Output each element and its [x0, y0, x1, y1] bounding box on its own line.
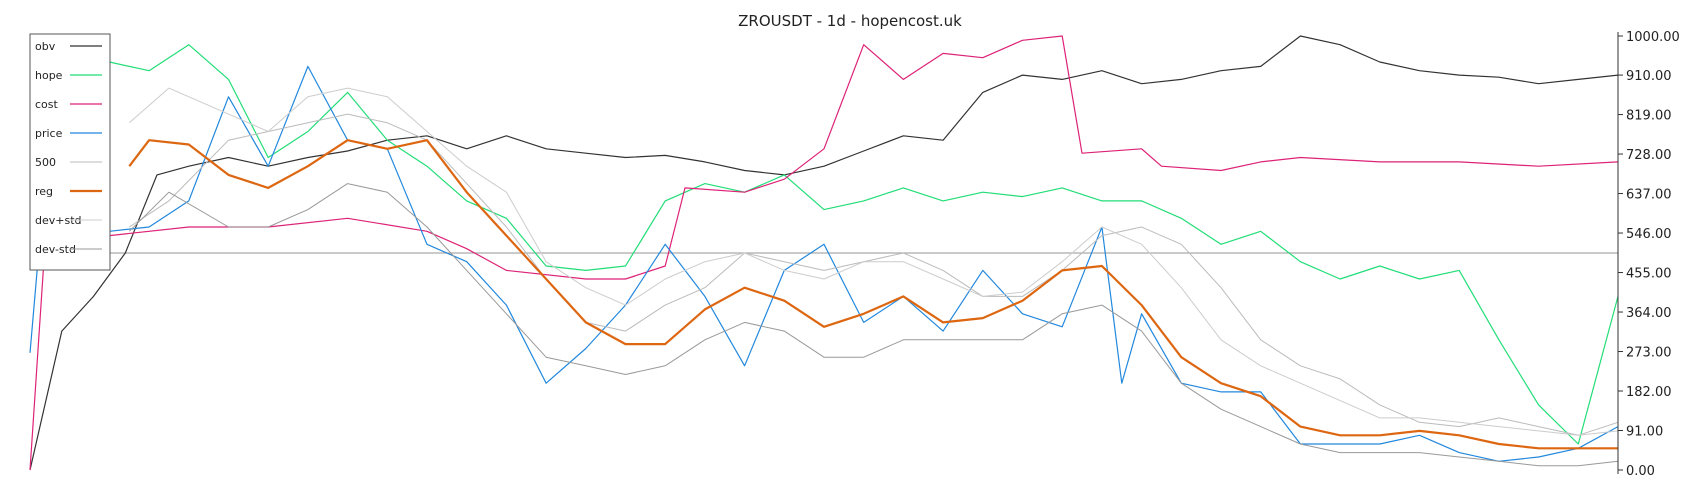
legend-box — [29, 33, 111, 271]
y-tick-label: 728.00 — [1626, 148, 1672, 163]
y-tick-label: 91.00 — [1626, 425, 1663, 440]
legend-label-obv: obv — [35, 40, 56, 53]
series-line-reg — [128, 139, 1618, 450]
y-tick-label: 546.00 — [1626, 227, 1672, 242]
y-tick-label: 910.00 — [1626, 69, 1672, 84]
series-line-cost — [29, 35, 1619, 471]
legend: obv hope cost price 500 reg dev+std dev-std — [29, 33, 111, 271]
legend-label-reg: reg — [35, 185, 53, 198]
legend-label-dev+std: dev+std — [35, 214, 82, 227]
legend-label-hope: hope — [35, 69, 63, 82]
chart-title: ZROUSDT - 1d - hopencost.uk — [738, 12, 962, 30]
series-layer — [29, 35, 1619, 471]
y-tick-label: 1000.00 — [1626, 30, 1680, 45]
series-line-dev-std — [128, 183, 1619, 467]
legend-label-cost: cost — [35, 98, 59, 111]
series-line-500 — [129, 113, 1619, 436]
y-tick-label: 273.00 — [1626, 346, 1672, 361]
y-tick-label: 637.00 — [1626, 188, 1672, 203]
y-tick-label: 364.00 — [1626, 306, 1672, 321]
legend-label-dev-std: dev-std — [35, 243, 76, 256]
y-tick-label: 0.00 — [1626, 464, 1655, 479]
y-tick-label: 182.00 — [1626, 385, 1672, 400]
y-tick-label: 455.00 — [1626, 267, 1672, 282]
y-axis: 0.00 91.00 182.00 273.00 364.00 455.00 546.00 6… — [1617, 30, 1680, 479]
y-tick-label: 819.00 — [1626, 109, 1672, 124]
legend-label-500: 500 — [35, 156, 56, 169]
series-line-hope — [29, 44, 1619, 445]
series-line-price — [29, 65, 1619, 462]
series-line-dev+std — [128, 87, 1619, 436]
legend-label-price: price — [35, 127, 63, 140]
series-line-obv — [29, 35, 1619, 471]
